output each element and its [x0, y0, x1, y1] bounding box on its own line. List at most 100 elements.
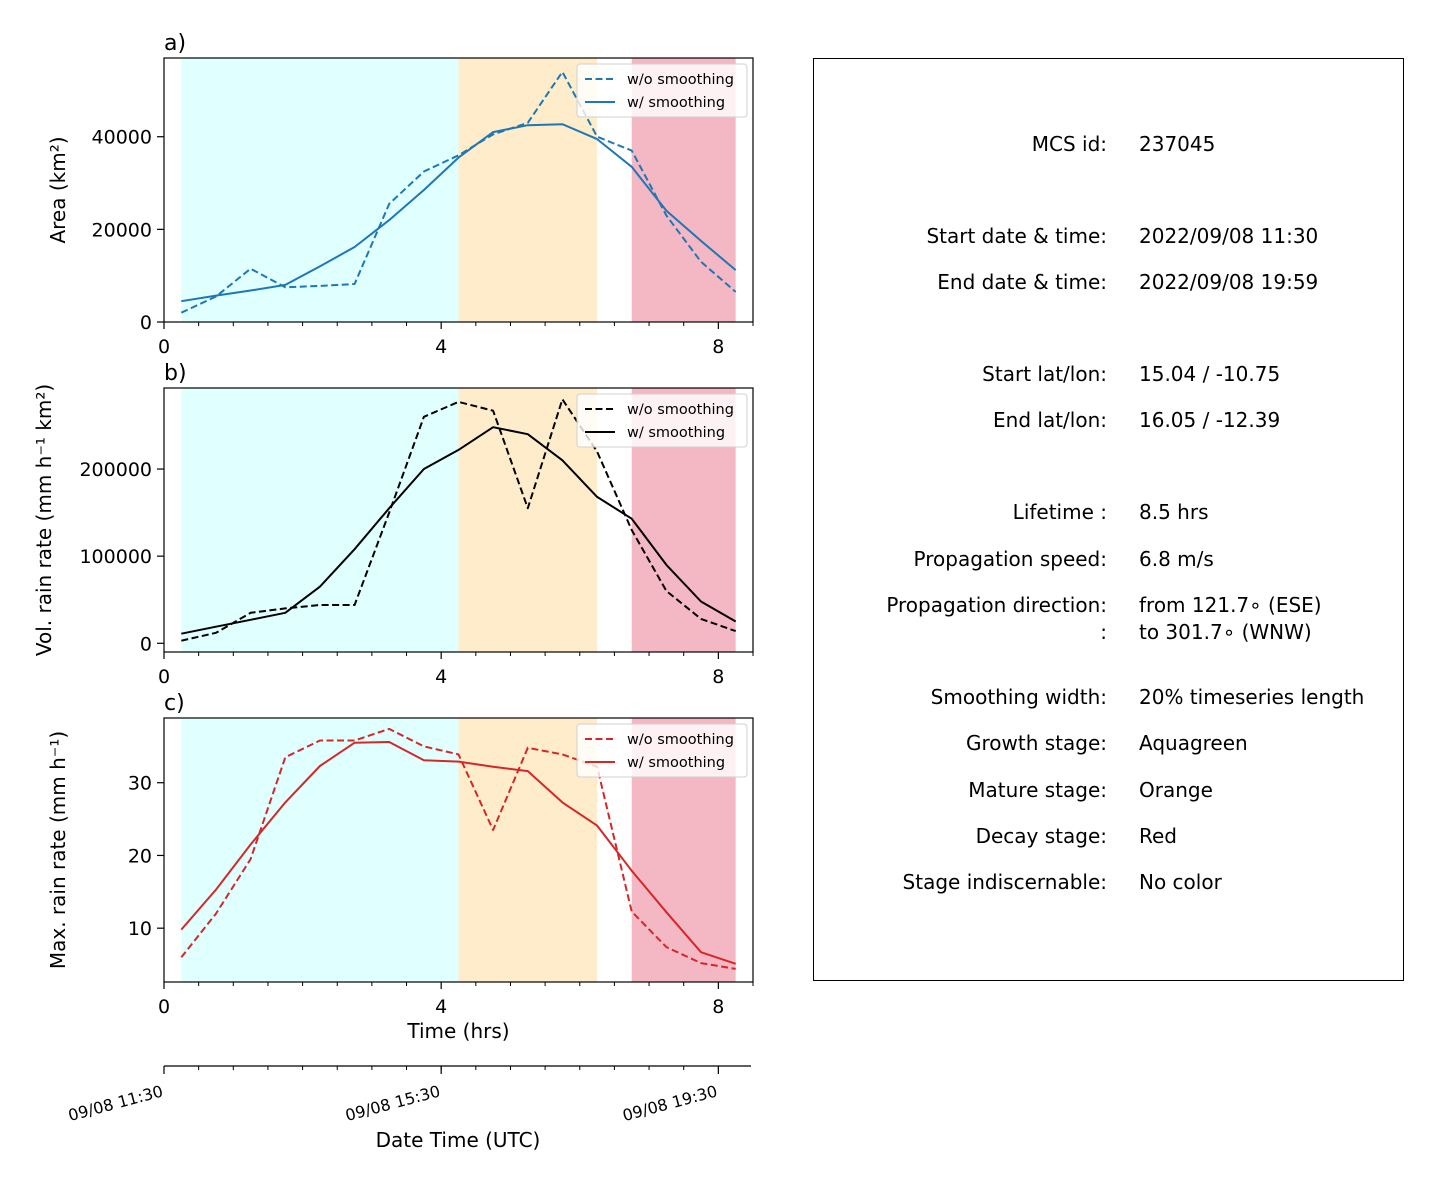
- y-tick-label: 100000: [79, 546, 152, 568]
- y-tick-label: 0: [140, 633, 152, 655]
- series-raw-line: [181, 398, 737, 642]
- info-value: 6.8 m/s: [1139, 547, 1214, 571]
- legend: w/o smoothing w/ smoothing: [576, 723, 748, 778]
- axes-frame: [163, 717, 754, 983]
- x-tick-label: 0: [158, 336, 170, 358]
- legend-entry: w/ smoothing: [627, 425, 725, 441]
- stage-band-aquagreen: [181, 718, 459, 982]
- datetime-tick-label: 09/08 15:30: [343, 1082, 442, 1126]
- mcs-info-box: MCS id: 237045 Start date & time: 2022/09/0…: [813, 58, 1404, 981]
- info-row: Growth stage: Aquagreen: [814, 731, 1403, 761]
- info-value: Aquagreen: [1139, 731, 1248, 755]
- info-value: to 301.7∘ (WNW): [1139, 620, 1312, 644]
- stage-band-orange: [458, 388, 598, 652]
- legend-entry: w/o smoothing: [627, 72, 734, 88]
- info-label: Lifetime :: [1012, 500, 1107, 524]
- y-axis-label: Area (km²): [46, 136, 70, 243]
- info-value: No color: [1139, 870, 1222, 894]
- stage-band-orange: [458, 58, 598, 322]
- series-smoothed-line: [181, 426, 737, 635]
- legend-box: [576, 63, 748, 118]
- panel-label: a): [164, 31, 186, 56]
- info-label: Propagation direction:: [886, 593, 1107, 617]
- info-label: Start lat/lon:: [982, 362, 1107, 386]
- info-value: 2022/09/08 11:30: [1139, 224, 1319, 248]
- legend-entry: w/o smoothing: [627, 732, 734, 748]
- series-smoothed-line: [181, 123, 737, 303]
- datetime-tick-label: 09/08 11:30: [66, 1082, 165, 1126]
- x-tick-label: 4: [435, 666, 447, 688]
- axes-frame: [163, 387, 754, 653]
- info-label: Decay stage:: [975, 824, 1107, 848]
- stage-band-aquagreen: [181, 58, 459, 322]
- panel-label: b): [164, 361, 187, 386]
- legend-entry: w/ smoothing: [627, 755, 725, 771]
- info-row: Propagation direction: from 121.7∘ (ESE): [814, 593, 1403, 623]
- y-tick-label: 10: [128, 918, 152, 940]
- datetime-axis-label: Date Time (UTC): [376, 1128, 541, 1152]
- info-row: Mature stage: Orange: [814, 778, 1403, 808]
- info-row: End date & time: 2022/09/08 19:59: [814, 270, 1403, 300]
- panel-b: 0 4 8 0 100000 200000 Vol. rain rate (mm h⁻¹ k…: [32, 361, 754, 688]
- panel-c: 0 4 8 10 20 30 Max. rain rate (mm h⁻¹) c) Time (…: [46, 691, 754, 1043]
- series-raw-line: [180, 727, 736, 970]
- info-value: 20% timeseries length: [1139, 685, 1365, 709]
- series-raw-line: [180, 70, 737, 314]
- y-tick-label: 0: [140, 312, 152, 334]
- y-axis-label: Max. rain rate (mm h⁻¹): [46, 731, 70, 969]
- legend-entry: w/ smoothing: [627, 95, 725, 111]
- x-axis-label: Time (hrs): [406, 1019, 509, 1043]
- y-axis-label: Vol. rain rate (mm h⁻¹ km²): [32, 384, 56, 656]
- y-tick-label: 30: [128, 773, 152, 795]
- stage-band-aquagreen: [181, 388, 459, 652]
- x-tick-label: 4: [435, 336, 447, 358]
- info-row: Decay stage: Red: [814, 824, 1403, 854]
- info-row: Stage indiscernable: No color: [814, 870, 1403, 900]
- info-value: from 121.7∘ (ESE): [1139, 593, 1322, 617]
- y-tick-label: 20000: [92, 219, 152, 241]
- info-value: 2022/09/08 19:59: [1139, 270, 1319, 294]
- y-tick-label: 40000: [92, 127, 152, 149]
- axes-frame: [163, 57, 754, 323]
- info-label: Propagation speed:: [913, 547, 1107, 571]
- info-label: Growth stage:: [965, 731, 1107, 755]
- info-row: End lat/lon: 16.05 / -12.39: [814, 408, 1403, 438]
- info-label: Mature stage:: [968, 778, 1107, 802]
- x-tick-label: 8: [712, 336, 724, 358]
- y-tick-label: 20: [128, 845, 152, 867]
- info-row: Propagation speed: 6.8 m/s: [814, 547, 1403, 577]
- info-value: Orange: [1139, 778, 1213, 802]
- legend-entry: w/o smoothing: [627, 402, 734, 418]
- panel-label: c): [164, 691, 185, 716]
- legend: w/o smoothing w/ smoothing: [576, 393, 748, 448]
- info-value: 15.04 / -10.75: [1139, 362, 1281, 386]
- legend: w/o smoothing w/ smoothing: [576, 63, 748, 118]
- info-label: MCS id:: [1031, 132, 1107, 156]
- y-tick-label: 200000: [79, 459, 152, 481]
- info-row: MCS id: 237045: [814, 132, 1403, 162]
- info-row: : to 301.7∘ (WNW): [814, 620, 1403, 650]
- info-value: 8.5 hrs: [1139, 500, 1209, 524]
- info-label: :: [1100, 620, 1107, 644]
- info-value: 237045: [1139, 132, 1216, 156]
- info-row: Smoothing width: 20% timeseries length: [814, 685, 1403, 715]
- info-label: Smoothing width:: [930, 685, 1107, 709]
- x-tick-label: 8: [712, 996, 724, 1018]
- datetime-tick-label: 09/08 19:30: [620, 1082, 719, 1126]
- legend-box: [576, 393, 748, 448]
- stage-band-orange: [458, 718, 598, 982]
- info-row: Lifetime : 8.5 hrs: [814, 500, 1403, 530]
- info-value: Red: [1139, 824, 1177, 848]
- info-label: Stage indiscernable:: [902, 870, 1107, 894]
- x-tick-label: 0: [158, 666, 170, 688]
- info-label: End lat/lon:: [993, 408, 1107, 432]
- info-value: 16.05 / -12.39: [1139, 408, 1281, 432]
- x-tick-label: 8: [712, 666, 724, 688]
- info-label: Start date & time:: [926, 224, 1107, 248]
- x-tick-label: 4: [435, 996, 447, 1018]
- info-row: Start date & time: 2022/09/08 11:30: [814, 224, 1403, 254]
- info-row: Start lat/lon: 15.04 / -10.75: [814, 362, 1403, 392]
- series-smoothed-line: [180, 741, 737, 965]
